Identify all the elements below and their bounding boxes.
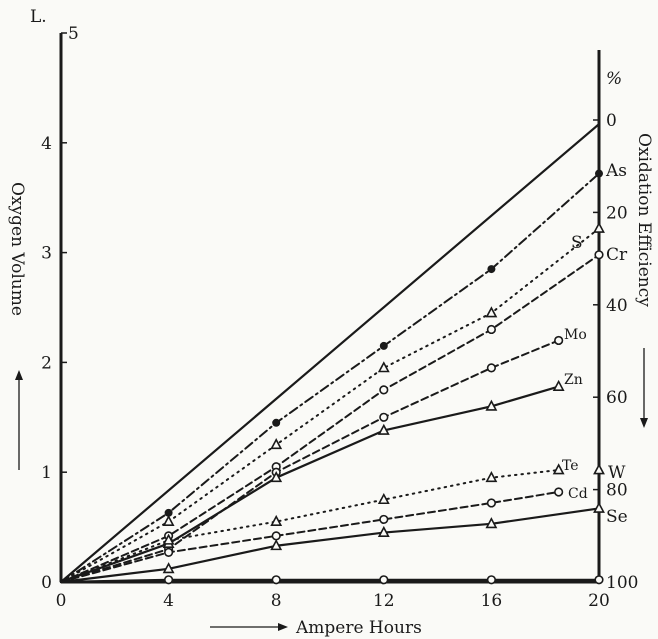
series-line-te bbox=[60, 469, 560, 583]
markers-layer bbox=[162, 169, 605, 585]
y2-tick-label: 60 bbox=[606, 388, 628, 408]
series-layer bbox=[59, 123, 601, 584]
data-point-te bbox=[162, 533, 175, 545]
y-tick-label: 1 bbox=[41, 463, 52, 483]
data-point-mo bbox=[554, 335, 564, 346]
series-line-cd bbox=[60, 490, 560, 583]
y-tick-label: 3 bbox=[41, 244, 52, 264]
data-point bbox=[594, 575, 604, 585]
data-point-as bbox=[272, 418, 281, 427]
data-point-cr bbox=[594, 250, 604, 260]
x-tick-label: 0 bbox=[56, 591, 67, 611]
data-point-cd bbox=[271, 531, 281, 541]
data-point-te bbox=[552, 463, 565, 475]
series-label-mo: Mo bbox=[564, 327, 587, 343]
data-point-as bbox=[487, 265, 496, 274]
y2-tick-label: 20 bbox=[606, 203, 628, 223]
data-point-as bbox=[379, 341, 388, 350]
series-label-cd: Cd bbox=[568, 486, 588, 502]
y2-tick-label: 0 bbox=[606, 111, 617, 131]
data-point-se bbox=[485, 517, 498, 529]
series-label-zn: Zn bbox=[564, 372, 583, 388]
y-axis-title: Oxygen Volume bbox=[7, 182, 27, 470]
data-point bbox=[271, 575, 281, 585]
axes bbox=[59, 33, 601, 584]
data-point-s bbox=[485, 306, 498, 318]
series-label-as: As bbox=[605, 161, 627, 181]
y-unit-label: L. bbox=[30, 7, 47, 27]
data-point-zn bbox=[377, 423, 390, 435]
data-point-te bbox=[485, 470, 498, 483]
data-point bbox=[379, 575, 389, 585]
y-tick-label: 2 bbox=[41, 353, 52, 373]
series-line bbox=[59, 123, 601, 584]
data-point-te bbox=[377, 492, 390, 505]
y-tick-label: 0 bbox=[41, 573, 52, 593]
series-label-s: S bbox=[571, 233, 583, 253]
x-tick-label: 4 bbox=[163, 591, 174, 611]
series-line-se bbox=[59, 507, 601, 584]
data-point-cd bbox=[379, 514, 389, 525]
data-point-cd bbox=[486, 498, 497, 508]
data-point-as bbox=[595, 169, 603, 178]
data-point-se bbox=[377, 525, 390, 537]
y2-tick-label: 40 bbox=[606, 296, 628, 316]
series-label-se: Se bbox=[606, 507, 628, 527]
data-point-te bbox=[270, 514, 283, 527]
data-point-mo bbox=[486, 363, 497, 373]
data-point bbox=[486, 575, 497, 585]
y2-axis-title-text: Oxidation Efficiency bbox=[634, 133, 654, 307]
x-axis-title-text: Ampere Hours bbox=[295, 618, 422, 638]
x-tick-label: 20 bbox=[588, 591, 610, 611]
series-line-as bbox=[60, 172, 600, 583]
x-axis-title: Ampere Hours bbox=[210, 618, 422, 638]
series-line-cr bbox=[60, 253, 600, 583]
series-labels: As S Cr Mo Zn Te W Cd Se bbox=[562, 161, 628, 527]
data-point-se bbox=[162, 562, 175, 574]
data-point-w bbox=[593, 463, 605, 475]
data-point-cd bbox=[554, 487, 564, 497]
x-tick-label: 12 bbox=[373, 591, 395, 611]
data-point-se bbox=[593, 501, 605, 513]
data-point-s bbox=[162, 514, 175, 527]
data-point-as bbox=[164, 508, 173, 517]
y-tick-label: 4 bbox=[41, 134, 52, 154]
data-point-cd bbox=[164, 547, 174, 557]
series-line bbox=[59, 578, 601, 584]
series-label-cr: Cr bbox=[606, 245, 628, 265]
y2-axis-title: Oxidation Efficiency bbox=[634, 133, 654, 428]
data-point-s bbox=[270, 438, 283, 450]
y-axis-title-text: Oxygen Volume bbox=[7, 182, 27, 316]
y2-tick-label: 80 bbox=[606, 481, 628, 501]
x-tick-label: 8 bbox=[271, 591, 282, 611]
data-point-mo bbox=[379, 412, 389, 422]
y2-tick-label: 100 bbox=[606, 573, 638, 593]
series-line-zn bbox=[59, 385, 560, 584]
data-point-cr bbox=[486, 324, 497, 335]
data-point bbox=[164, 575, 174, 585]
y2-unit-label: % bbox=[606, 69, 622, 89]
data-point-zn bbox=[552, 379, 565, 391]
data-point-cr bbox=[379, 385, 389, 395]
x-tick-label: 16 bbox=[481, 591, 503, 611]
data-point-zn bbox=[270, 470, 283, 483]
data-point-se bbox=[270, 539, 283, 551]
series-line-mo bbox=[60, 339, 560, 583]
data-point-s bbox=[593, 221, 605, 233]
data-point-s bbox=[377, 361, 390, 373]
y-tick-label: 5 bbox=[68, 24, 79, 44]
series-label-te: Te bbox=[562, 458, 579, 474]
series-label-w: W bbox=[608, 463, 626, 483]
data-point-zn bbox=[485, 399, 498, 411]
